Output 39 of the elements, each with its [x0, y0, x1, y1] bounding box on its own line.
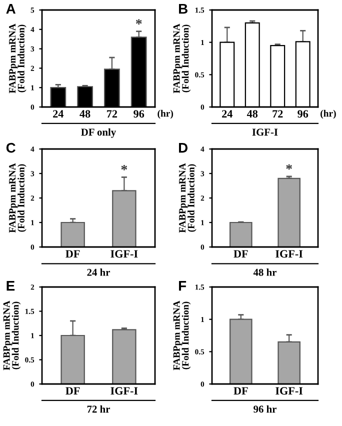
x-tick-label: DF: [234, 387, 248, 395]
y-axis-title: FABPpm mRNA (Fold Induction): [9, 24, 26, 94]
x-tick-label: 24: [222, 110, 232, 118]
text: (hr): [158, 110, 174, 119]
chart-title: D: [179, 143, 188, 153]
x-tick-label: 48: [246, 110, 258, 118]
annotation: *: [121, 165, 128, 170]
y-axis-title: FABPpm mRNA (Fold Induction): [179, 163, 196, 233]
x-axis-title: DF only: [81, 128, 116, 138]
y-axis-title: FABPpm mRNA (Fold Induction): [9, 163, 26, 233]
x-tick-label: IGF-I: [110, 387, 138, 395]
x-axis-title: 24 hr: [87, 268, 110, 276]
y-axis-title: FABPpm mRNA (Fold Induction): [173, 300, 191, 370]
y-axis-title: FABPpm mRNA (Fold Induction): [3, 300, 21, 370]
chart-title: B: [179, 4, 188, 14]
x-tick-label: IGF-I: [276, 387, 303, 395]
annotation: *: [286, 164, 292, 170]
x-axis-title: IGF-I: [252, 128, 278, 136]
annotation: *: [136, 19, 142, 24]
x-tick-label: 96: [298, 110, 308, 118]
x-tick-label: IGF-I: [110, 250, 138, 258]
x-axis-title: 72 hr: [87, 405, 110, 413]
x-axis-title: 96 hr: [254, 405, 276, 413]
x-tick-label: 72: [107, 110, 118, 118]
x-tick-label: IGF-I: [276, 250, 303, 258]
x-tick-label: 96: [134, 110, 144, 118]
x-tick-label: 24: [53, 110, 64, 118]
chart-title: F: [179, 281, 186, 291]
x-tick-label: 72: [272, 110, 283, 118]
x-tick-label: 48: [80, 110, 90, 118]
x-tick-label: DF: [66, 387, 80, 395]
x-tick-label: DF: [234, 250, 248, 258]
x-axis-title: 48 hr: [253, 268, 276, 276]
x-tick-label: DF: [66, 250, 80, 258]
y-axis-title: FABPpm mRNA (Fold Induction): [173, 24, 191, 94]
text: (hr): [320, 110, 336, 119]
chart-title: C: [6, 142, 16, 153]
chart-title: A: [6, 4, 16, 14]
chart-title: E: [6, 281, 15, 291]
